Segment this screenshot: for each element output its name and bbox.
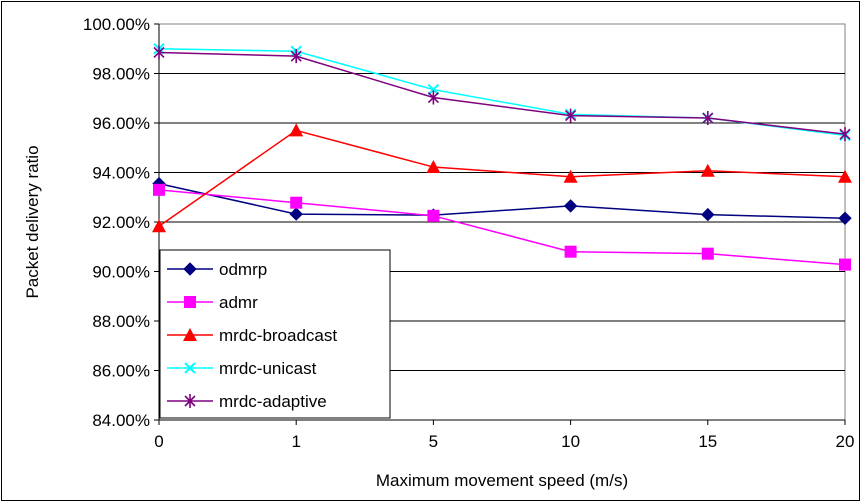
y-tick-label: 100.00% xyxy=(83,15,150,34)
legend-marker-mrdc-adaptive xyxy=(184,394,196,408)
series-line-mrdc-broadcast xyxy=(158,129,846,227)
legend-label-mrdc-unicast: mrdc-unicast xyxy=(219,359,317,378)
data-point-admr xyxy=(427,209,440,222)
x-tick-label: 0 xyxy=(154,432,163,451)
data-point-admr xyxy=(290,196,303,209)
y-tick-label: 98.00% xyxy=(92,65,150,84)
data-point-mrdc-broadcast xyxy=(838,169,852,183)
legend-marker-mrdc-unicast xyxy=(184,362,196,374)
data-point-admr xyxy=(839,258,851,271)
data-point-mrdc-adaptive xyxy=(565,108,577,123)
series-line-mrdc-adaptive xyxy=(158,51,846,135)
data-point-admr xyxy=(564,245,577,258)
legend-label-mrdc-adaptive: mrdc-adaptive xyxy=(219,392,327,411)
data-point-odmrp xyxy=(701,207,715,222)
x-tick-label: 15 xyxy=(698,432,717,451)
legend-label-mrdc-broadcast: mrdc-broadcast xyxy=(219,326,337,345)
y-tick-label: 90.00% xyxy=(92,263,150,282)
legend-marker-odmrp xyxy=(183,262,197,276)
data-point-mrdc-adaptive xyxy=(290,49,302,64)
x-tick-label: 20 xyxy=(836,432,855,451)
y-tick-label: 94.00% xyxy=(92,164,150,183)
data-point-admr xyxy=(153,183,165,196)
data-point-mrdc-broadcast xyxy=(289,123,304,137)
y-tick-label: 96.00% xyxy=(92,114,150,133)
legend-marker-mrdc-broadcast xyxy=(183,328,197,341)
y-tick-label: 88.00% xyxy=(92,312,150,331)
legend-label-admr: admr xyxy=(219,293,258,312)
x-tick-label: 10 xyxy=(561,432,580,451)
data-point-mrdc-adaptive xyxy=(839,127,851,142)
data-point-mrdc-adaptive xyxy=(702,111,714,126)
series-line-odmrp xyxy=(158,182,846,220)
data-point-mrdc-broadcast xyxy=(152,219,166,233)
y-tick-label: 92.00% xyxy=(92,213,150,232)
data-point-mrdc-adaptive xyxy=(427,90,439,105)
data-point-mrdc-broadcast xyxy=(700,163,715,177)
x-tick-label: 1 xyxy=(291,432,300,451)
x-tick-label: 5 xyxy=(429,432,438,451)
legend-label-odmrp: odmrp xyxy=(219,260,267,279)
x-ticks: 0 1 5 10 15 20 xyxy=(154,420,854,451)
y-axis-title: Packet delivery ratio xyxy=(23,145,42,298)
legend-box xyxy=(159,249,391,419)
data-point-mrdc-broadcast xyxy=(563,169,578,183)
data-point-odmrp xyxy=(289,207,303,221)
legend-marker-admr xyxy=(184,296,196,308)
y-tick-label: 84.00% xyxy=(92,411,150,430)
data-point-mrdc-broadcast xyxy=(426,160,441,174)
data-point-mrdc-adaptive xyxy=(153,45,165,60)
data-point-admr xyxy=(701,247,714,260)
x-axis-title: Maximum movement speed (m/s) xyxy=(376,471,628,490)
data-point-odmrp xyxy=(563,199,578,213)
y-ticks: 84.00% 86.00% 88.00% 90.00% 92.00% 94.00% 96.0… xyxy=(83,15,159,430)
legend: odmrp admr mrdc-broadcast mrdc-unicast mrdc-… xyxy=(159,249,391,419)
data-point-mrdc-unicast xyxy=(427,83,440,96)
series-lines xyxy=(152,43,852,271)
series-line-admr xyxy=(158,189,846,266)
y-tick-label: 86.00% xyxy=(92,362,150,381)
data-point-odmrp xyxy=(838,211,852,225)
